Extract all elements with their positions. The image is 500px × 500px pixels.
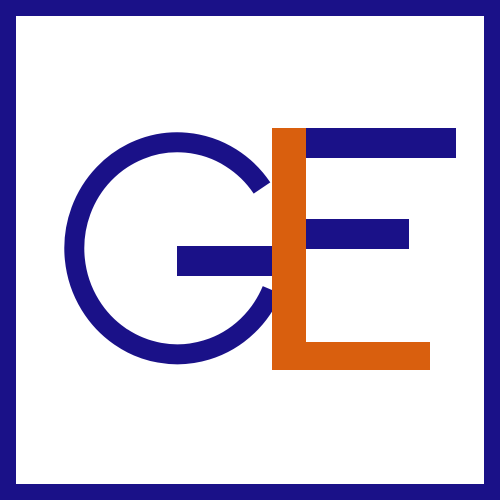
logo-letter-l-foot xyxy=(272,342,430,370)
logo-letter-e-top-arm xyxy=(306,128,456,158)
logo-letter-e xyxy=(306,128,456,249)
logo-letter-g xyxy=(74,142,281,354)
logo-letter-g-bar xyxy=(177,246,281,276)
logo-letter-l-stem xyxy=(272,128,306,370)
logo-letter-e-middle-arm xyxy=(306,219,409,249)
